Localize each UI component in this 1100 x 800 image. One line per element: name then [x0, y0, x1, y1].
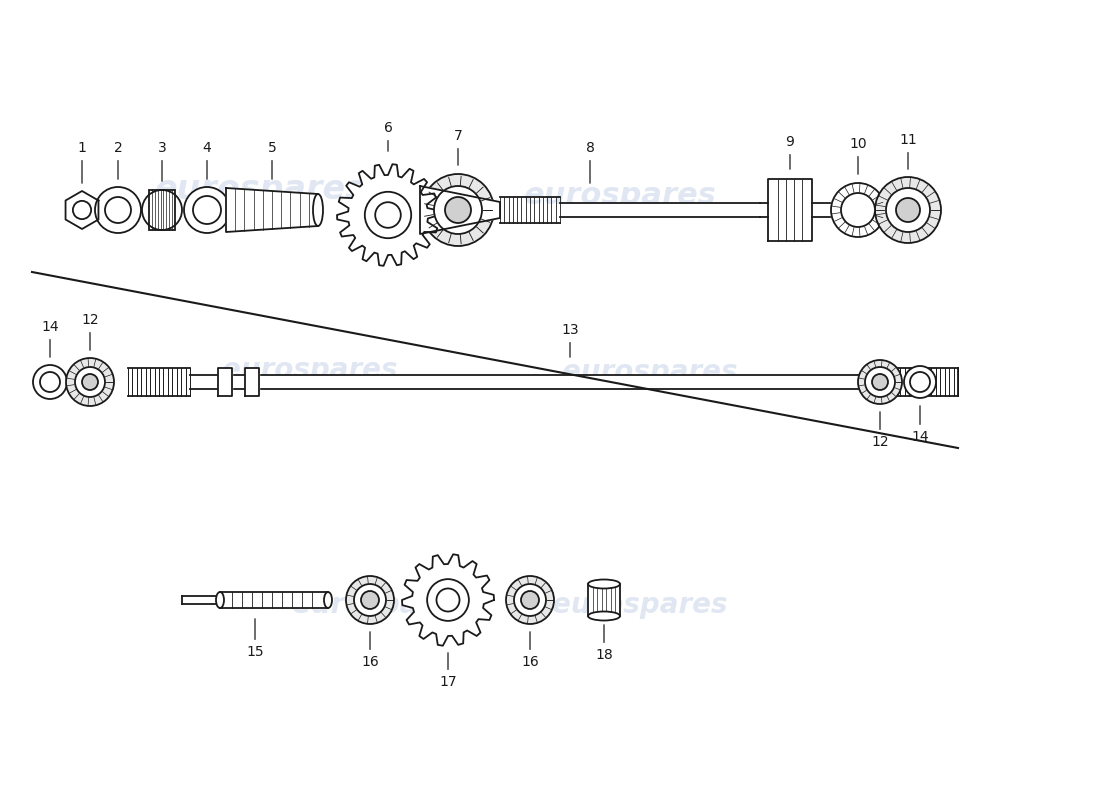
Circle shape — [896, 198, 920, 222]
Polygon shape — [190, 375, 896, 389]
Text: 9: 9 — [785, 135, 794, 170]
Circle shape — [184, 187, 230, 233]
Circle shape — [858, 360, 902, 404]
Text: 16: 16 — [521, 632, 539, 669]
Text: 4: 4 — [202, 141, 211, 179]
Text: 10: 10 — [849, 137, 867, 174]
Circle shape — [830, 183, 886, 237]
Text: 18: 18 — [595, 625, 613, 662]
Polygon shape — [182, 596, 220, 604]
Text: 3: 3 — [157, 141, 166, 182]
Circle shape — [66, 358, 114, 406]
Ellipse shape — [216, 592, 224, 608]
Circle shape — [506, 576, 554, 624]
Circle shape — [886, 188, 929, 232]
Circle shape — [73, 201, 91, 219]
Text: 13: 13 — [561, 323, 579, 358]
Circle shape — [33, 365, 67, 399]
Circle shape — [375, 202, 400, 228]
Text: 5: 5 — [267, 141, 276, 179]
Circle shape — [95, 187, 141, 233]
Circle shape — [40, 372, 60, 392]
Polygon shape — [245, 368, 258, 396]
Polygon shape — [220, 592, 328, 608]
Circle shape — [872, 374, 888, 390]
Bar — [148, 190, 175, 230]
Text: 16: 16 — [361, 632, 378, 669]
Circle shape — [842, 193, 874, 227]
Text: 11: 11 — [899, 133, 917, 170]
Circle shape — [514, 584, 546, 616]
Circle shape — [104, 197, 131, 223]
Circle shape — [874, 177, 940, 243]
Text: 8: 8 — [585, 141, 594, 183]
Text: 17: 17 — [439, 653, 456, 689]
Ellipse shape — [324, 592, 332, 608]
Circle shape — [910, 372, 930, 392]
Polygon shape — [402, 554, 494, 646]
Bar — [588, 584, 620, 616]
Ellipse shape — [314, 194, 323, 226]
Polygon shape — [32, 272, 958, 458]
Circle shape — [354, 584, 386, 616]
Circle shape — [521, 591, 539, 609]
Ellipse shape — [588, 611, 620, 621]
Circle shape — [446, 197, 471, 223]
Circle shape — [75, 367, 104, 397]
Circle shape — [904, 366, 936, 398]
Text: 1: 1 — [78, 141, 87, 183]
Circle shape — [346, 576, 394, 624]
Polygon shape — [218, 368, 232, 396]
Text: 6: 6 — [384, 121, 393, 151]
Circle shape — [192, 196, 221, 224]
Text: 14: 14 — [911, 406, 928, 444]
Text: 12: 12 — [871, 412, 889, 449]
Text: eurospares: eurospares — [293, 591, 468, 619]
Circle shape — [434, 186, 482, 234]
Circle shape — [361, 591, 379, 609]
Text: 14: 14 — [41, 320, 58, 358]
Polygon shape — [337, 164, 439, 266]
Text: eurospares: eurospares — [562, 358, 738, 386]
Polygon shape — [768, 179, 812, 241]
Circle shape — [437, 589, 460, 611]
Text: eurospares: eurospares — [524, 181, 716, 210]
Text: 2: 2 — [113, 141, 122, 179]
Circle shape — [865, 367, 895, 397]
Text: eurospares: eurospares — [154, 174, 365, 206]
Text: 7: 7 — [453, 129, 462, 166]
Text: eurospares: eurospares — [222, 356, 398, 384]
Text: 15: 15 — [246, 618, 264, 659]
Text: 12: 12 — [81, 313, 99, 350]
Polygon shape — [420, 186, 500, 234]
Polygon shape — [66, 191, 99, 229]
Ellipse shape — [588, 579, 620, 589]
Polygon shape — [226, 188, 318, 232]
Circle shape — [422, 174, 494, 246]
Polygon shape — [560, 203, 760, 217]
Text: eurospares: eurospares — [552, 591, 728, 619]
Circle shape — [82, 374, 98, 390]
